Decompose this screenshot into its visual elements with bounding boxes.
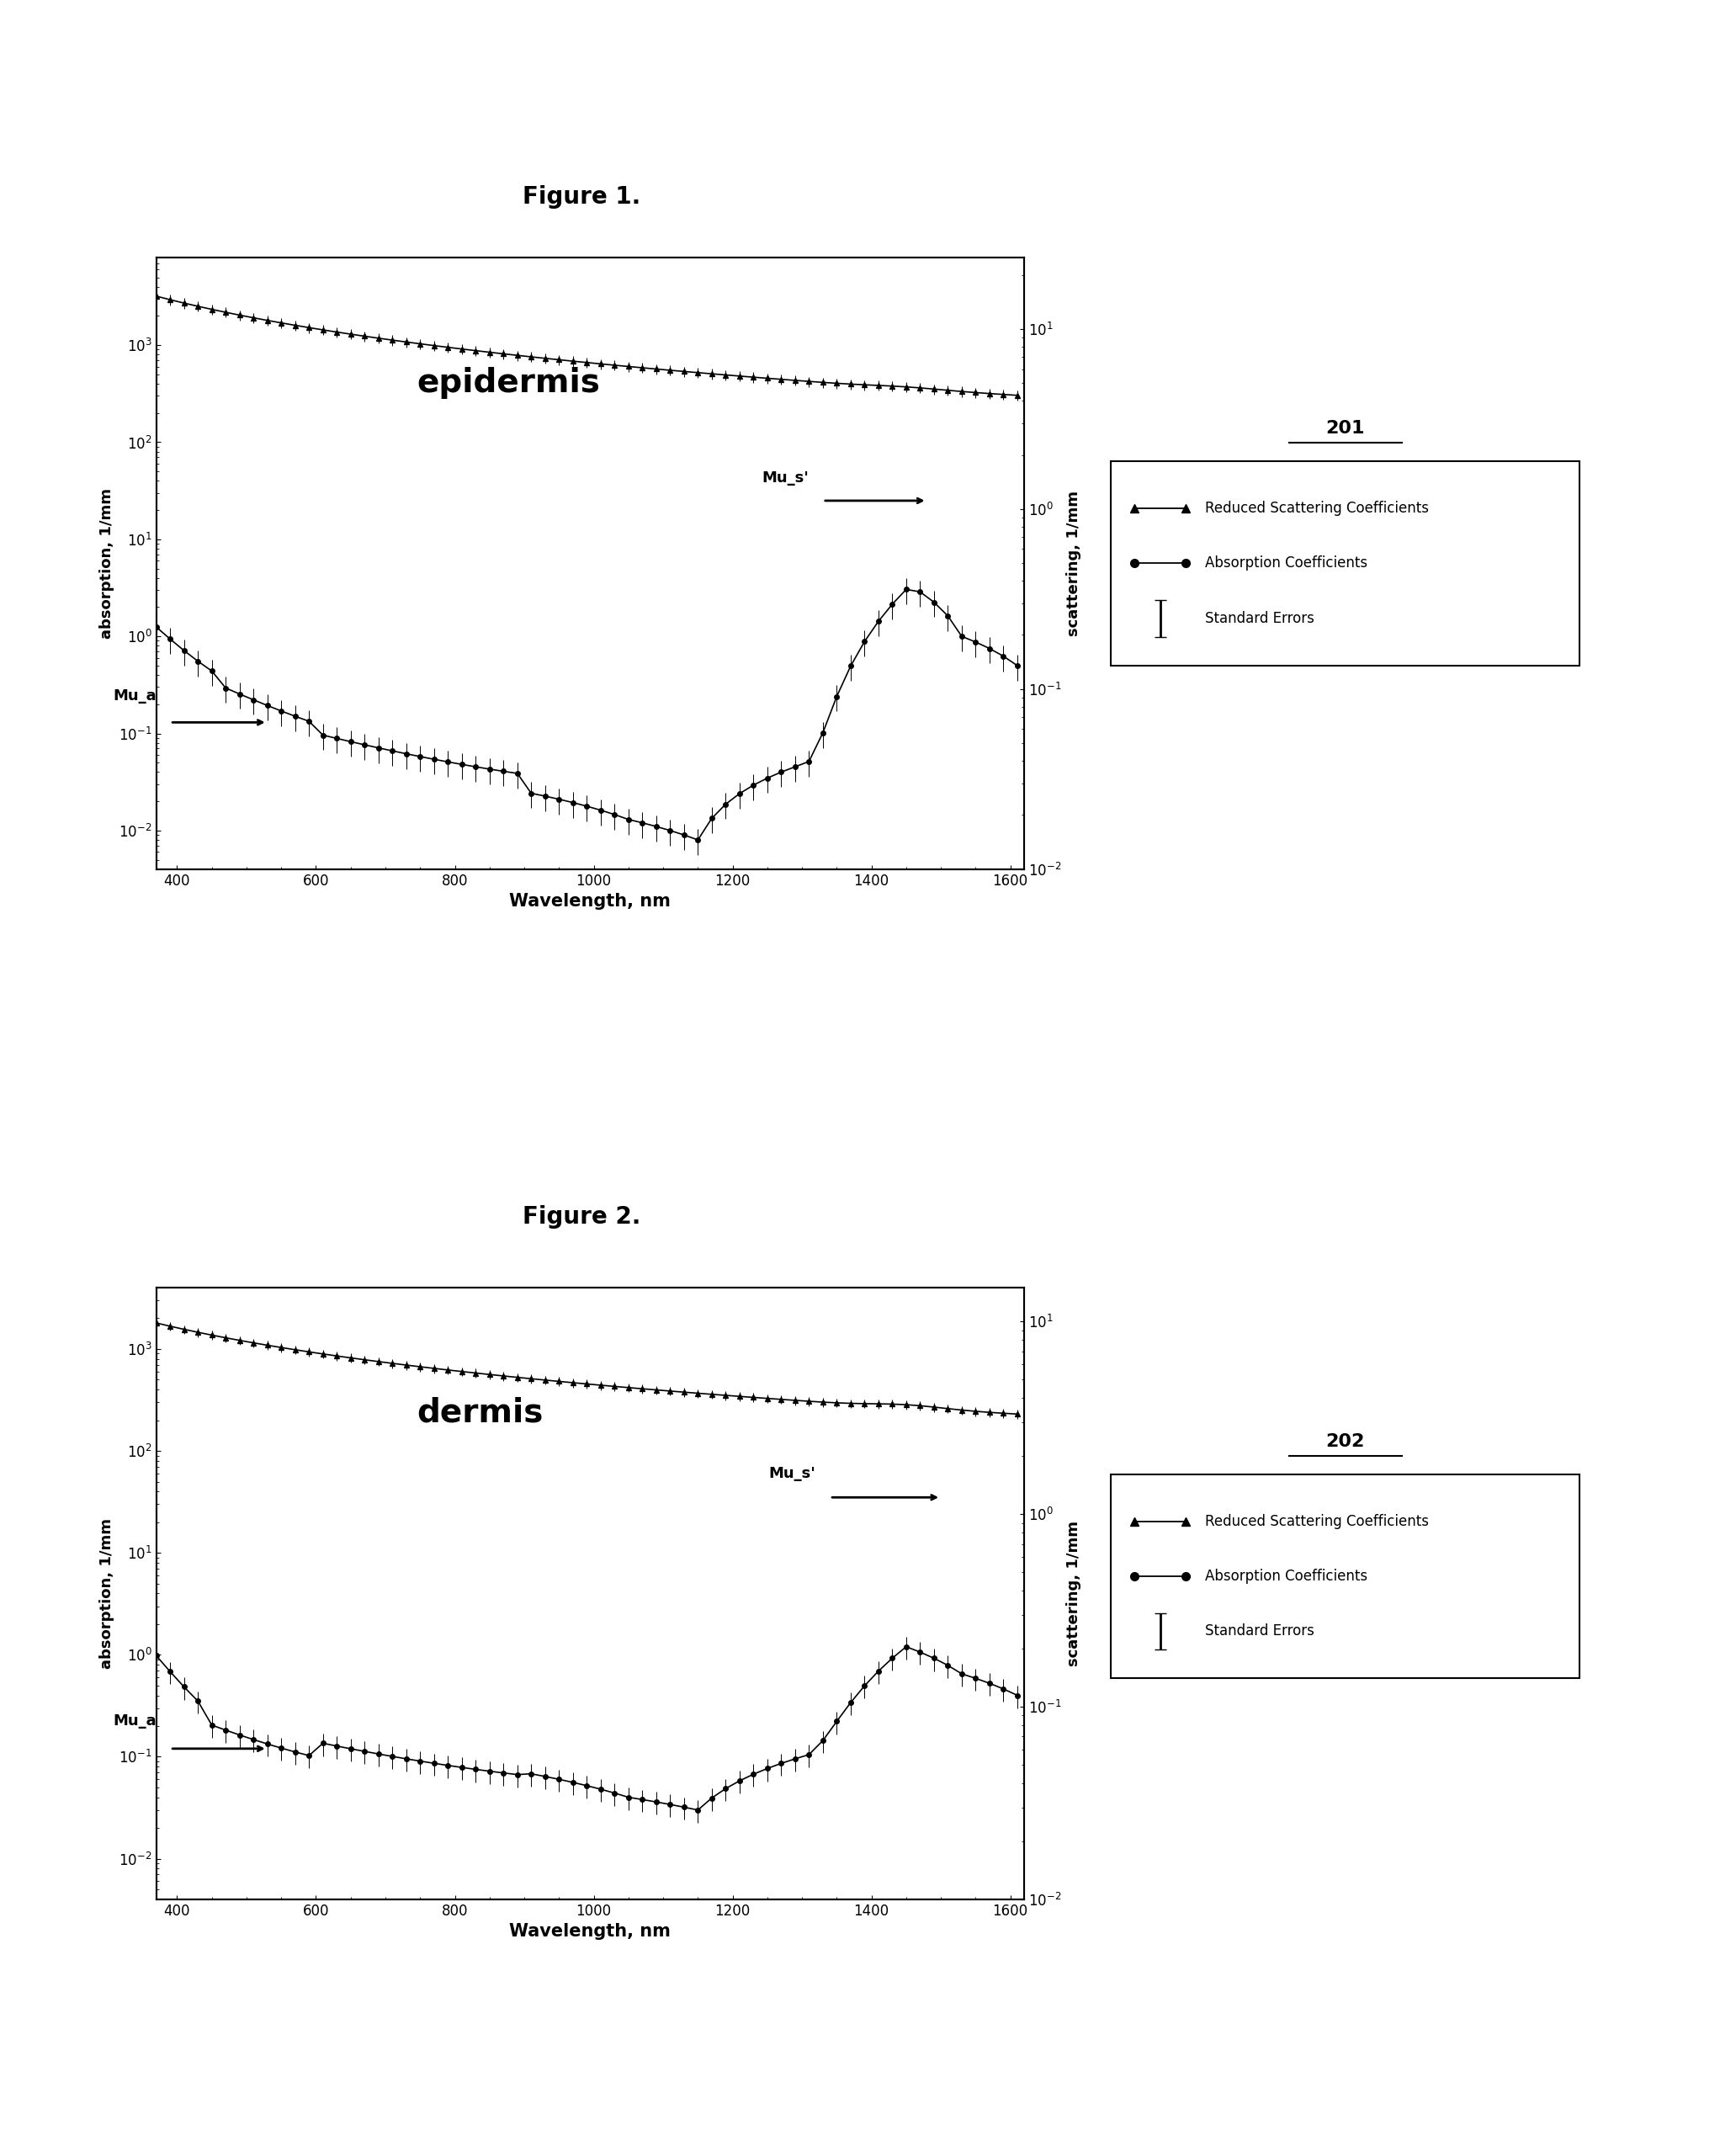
Text: Reduced Scattering Coefficients: Reduced Scattering Coefficients — [1205, 500, 1429, 515]
Text: dermis: dermis — [417, 1397, 543, 1429]
Text: epidermis: epidermis — [417, 367, 601, 399]
X-axis label: Wavelength, nm: Wavelength, nm — [509, 1923, 672, 1940]
Y-axis label: absorption, 1/mm: absorption, 1/mm — [99, 487, 115, 640]
X-axis label: Wavelength, nm: Wavelength, nm — [509, 893, 672, 910]
Y-axis label: scattering, 1/mm: scattering, 1/mm — [1066, 1522, 1082, 1665]
Text: Figure 2.: Figure 2. — [523, 1204, 641, 1228]
Text: Reduced Scattering Coefficients: Reduced Scattering Coefficients — [1205, 1513, 1429, 1528]
Text: Standard Errors: Standard Errors — [1205, 612, 1314, 627]
Text: Figure 1.: Figure 1. — [523, 185, 641, 208]
Y-axis label: scattering, 1/mm: scattering, 1/mm — [1066, 491, 1082, 635]
Text: 202: 202 — [1326, 1434, 1364, 1451]
Text: Mu_a: Mu_a — [113, 689, 156, 704]
Y-axis label: absorption, 1/mm: absorption, 1/mm — [99, 1517, 115, 1670]
Text: Absorption Coefficients: Absorption Coefficients — [1205, 1569, 1368, 1584]
Text: Standard Errors: Standard Errors — [1205, 1625, 1314, 1640]
Text: Mu_a: Mu_a — [113, 1713, 156, 1728]
Text: Mu_s': Mu_s' — [769, 1466, 816, 1481]
Text: 201: 201 — [1326, 421, 1364, 438]
Text: Mu_s': Mu_s' — [762, 470, 809, 485]
Text: Absorption Coefficients: Absorption Coefficients — [1205, 556, 1368, 571]
